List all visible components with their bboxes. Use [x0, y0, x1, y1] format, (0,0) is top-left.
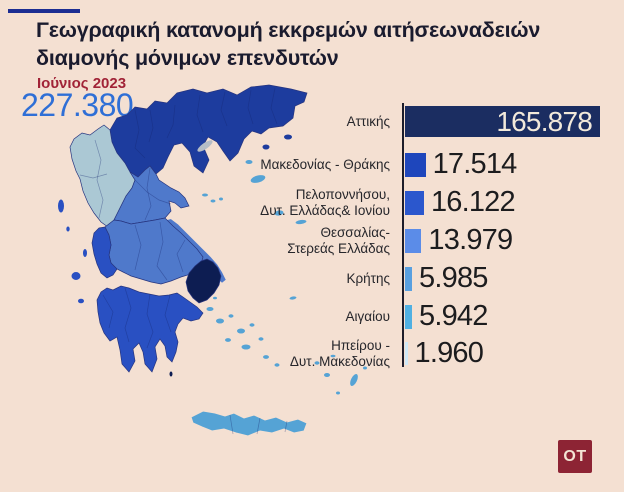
bar-label: Ηπείρου - Δυτ. Μακεδονίας [289, 337, 390, 369]
chart-row-crete: Κρήτης 5.985 [236, 262, 488, 295]
ot-logo-text: OT [563, 447, 587, 465]
map-region-west-greece [91, 226, 118, 279]
bar [405, 228, 422, 253]
bar-label: Αττικής [346, 113, 390, 129]
map-island-samothrace [283, 133, 293, 141]
map-island-zakynthos [77, 297, 85, 305]
map-island-lefkada [82, 248, 88, 258]
map-island-kythira [168, 370, 174, 378]
chart-row-peloponnese-west-greece-ionian: Πελοποννήσου, Δυτ. Ελλάδας& Ιονίου 16.122 [236, 186, 515, 219]
bar-value: 13.979 [428, 224, 513, 256]
date-label: Ιούνιος 2023 [37, 75, 127, 92]
bar-value: 5.942 [418, 300, 488, 332]
bar-value: 1.960 [414, 337, 484, 369]
total-value: 227.380 [21, 87, 134, 123]
bar [405, 342, 408, 365]
bar: 165.878 [405, 106, 600, 137]
chart-row-macedonia-thrace: Μακεδονίας - Θράκης 17.514 [236, 148, 518, 181]
map-islands-north-aegean-dark [261, 133, 293, 151]
bar-label: Κρήτης [346, 270, 390, 286]
bar [405, 190, 424, 215]
map-islands-ionian [57, 198, 88, 305]
bar [405, 304, 412, 329]
map-region-peloponnese [96, 285, 204, 373]
page-title: Γεωγραφική κατανομή εκκρεμών αιτήσεωναδε… [36, 17, 624, 73]
bar-label: Πελοποννήσου, Δυτ. Ελλάδας& Ιονίου [260, 186, 390, 218]
chart-axis [402, 103, 404, 367]
bar-value: 165.878 [496, 105, 592, 137]
map-lake [197, 140, 213, 152]
bar-value: 16.122 [430, 186, 516, 218]
map-islands-aegean [201, 159, 368, 396]
bar-label: Μακεδονίας - Θράκης [260, 156, 390, 172]
map-island-corfu [57, 198, 65, 214]
chart-row-thessaly-sterea: Θεσσαλίας- Στερεάς Ελλάδας 13.979 [236, 224, 513, 257]
title-line-2: αδειών διαμονής μόνιμων επενδυτών [36, 18, 541, 70]
bar [405, 266, 413, 291]
bar-value: 17.514 [432, 148, 518, 180]
map-region-crete [190, 410, 308, 437]
ot-logo: OT [558, 440, 592, 473]
title-line-1: Γεωγραφική κατανομή εκκρεμών αιτήσεων [36, 18, 469, 42]
map-region-attica [185, 258, 222, 304]
chart-row-attica: Αττικής 165.878 [236, 106, 600, 137]
chart-row-epirus-west-macedonia: Ηπείρου - Δυτ. Μακεδονίας 1.960 [236, 337, 484, 370]
chart-row-aegean: Αιγαίου 5.942 [236, 300, 489, 333]
bar-label: Θεσσαλίας- Στερεάς Ελλάδας [287, 224, 390, 256]
map-region-thessaly [113, 165, 190, 225]
greece-map [57, 84, 368, 437]
accent-line [8, 9, 80, 13]
map-prefecture-borders [79, 87, 288, 435]
map-island-kefalonia [70, 271, 82, 281]
bar [405, 152, 426, 177]
bar-label: Αιγαίου [345, 308, 390, 324]
map-island-thasos [261, 143, 271, 151]
bar-value: 5.985 [419, 262, 488, 294]
